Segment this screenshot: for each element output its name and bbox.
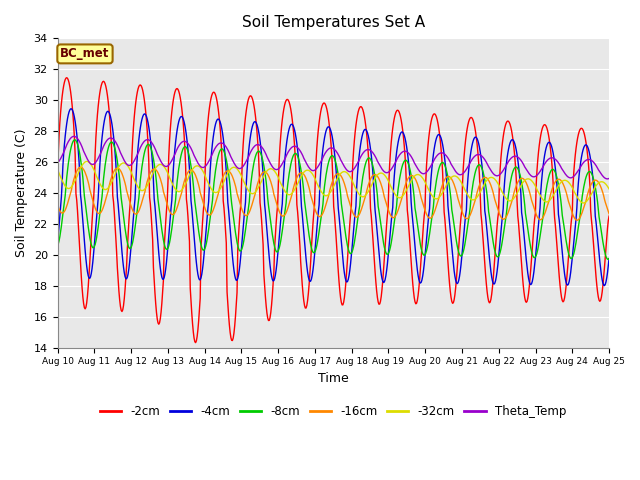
-8cm [401, 157, 409, 163]
-2cm [192, 340, 200, 346]
-16cm [417, 195, 425, 201]
-32cm [605, 186, 613, 192]
Line: -4cm: -4cm [58, 109, 609, 286]
-8cm [417, 245, 425, 251]
-2cm [402, 166, 410, 171]
-4cm [177, 114, 185, 120]
-4cm [206, 167, 214, 173]
Title: Soil Temperatures Set A: Soil Temperatures Set A [242, 15, 425, 30]
-8cm [177, 153, 185, 158]
-2cm [121, 287, 129, 293]
-32cm [83, 159, 90, 165]
-32cm [206, 184, 214, 190]
Legend: -2cm, -4cm, -8cm, -16cm, -32cm, Theta_Temp: -2cm, -4cm, -8cm, -16cm, -32cm, Theta_Te… [95, 400, 571, 422]
Theta_Temp [63, 140, 71, 146]
-32cm [417, 173, 425, 179]
-4cm [121, 274, 129, 279]
-2cm [605, 213, 613, 219]
-16cm [206, 212, 214, 218]
-4cm [605, 256, 613, 262]
-16cm [401, 183, 409, 189]
Line: -8cm: -8cm [58, 140, 609, 259]
-2cm [418, 244, 426, 250]
-8cm [604, 256, 612, 262]
Theta_Temp [177, 140, 185, 146]
Text: BC_met: BC_met [60, 48, 109, 60]
-4cm [63, 116, 71, 121]
-16cm [573, 217, 580, 223]
-4cm [54, 242, 61, 248]
-32cm [63, 185, 71, 191]
Theta_Temp [417, 170, 425, 176]
-32cm [401, 190, 409, 195]
-16cm [177, 192, 185, 197]
Line: Theta_Temp: Theta_Temp [58, 136, 609, 179]
-8cm [70, 137, 78, 143]
-32cm [121, 160, 129, 166]
-2cm [177, 100, 185, 106]
-2cm [54, 190, 61, 196]
-16cm [605, 211, 613, 216]
Theta_Temp [54, 160, 61, 166]
-16cm [54, 202, 61, 208]
Line: -32cm: -32cm [58, 162, 609, 203]
-32cm [580, 200, 588, 206]
-4cm [600, 283, 608, 288]
Theta_Temp [206, 156, 214, 161]
-32cm [54, 167, 61, 172]
-4cm [401, 135, 409, 141]
-4cm [67, 106, 75, 112]
Line: -16cm: -16cm [58, 167, 609, 220]
Theta_Temp [604, 176, 611, 182]
-16cm [77, 164, 84, 170]
Line: -2cm: -2cm [58, 78, 609, 343]
-2cm [65, 77, 72, 83]
-16cm [63, 201, 71, 207]
-8cm [121, 226, 129, 231]
-8cm [54, 243, 61, 249]
Y-axis label: Soil Temperature (C): Soil Temperature (C) [15, 129, 28, 257]
-2cm [63, 75, 70, 81]
-8cm [63, 167, 71, 173]
-8cm [206, 215, 214, 220]
-16cm [121, 180, 129, 186]
Theta_Temp [401, 148, 409, 154]
Theta_Temp [70, 133, 77, 139]
-4cm [417, 279, 425, 285]
X-axis label: Time: Time [318, 372, 349, 385]
-8cm [605, 256, 613, 262]
-32cm [177, 188, 185, 193]
Theta_Temp [121, 159, 129, 165]
-2cm [207, 96, 215, 101]
Theta_Temp [605, 176, 613, 181]
